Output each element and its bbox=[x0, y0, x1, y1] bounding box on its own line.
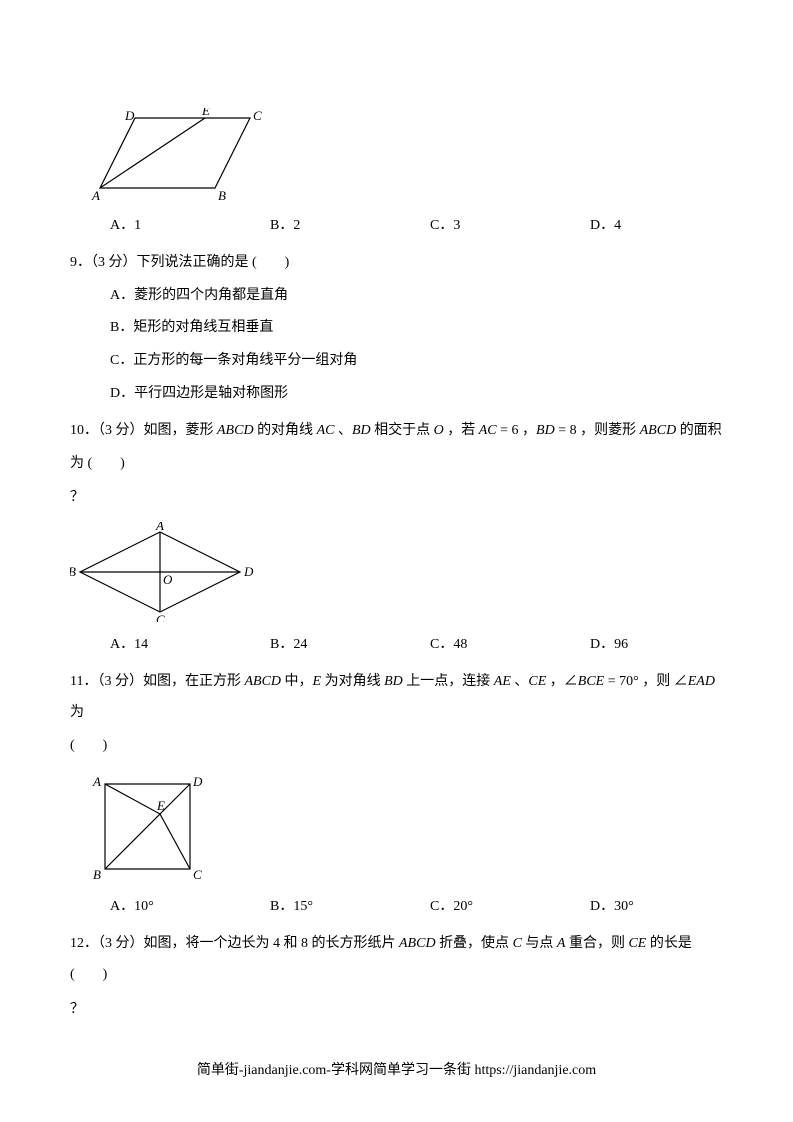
option-b: B．2 bbox=[270, 211, 430, 242]
q9-choice-c: C．正方形的每一条对角线平分一组对角 bbox=[110, 346, 723, 377]
option-a: A．10° bbox=[110, 892, 270, 923]
rhombus-diagram: A B C D O bbox=[70, 522, 255, 622]
svg-text:O: O bbox=[163, 572, 173, 587]
q8-figure: A B C D E bbox=[90, 108, 723, 203]
svg-text:A: A bbox=[91, 188, 100, 203]
option-c: C．3 bbox=[430, 211, 590, 242]
option-b: B．15° bbox=[270, 892, 430, 923]
svg-text:E: E bbox=[156, 798, 165, 813]
q10-stem: 10．（3 分）如图，菱形 ABCD 的对角线 AC 、BD 相交于点 O ，若… bbox=[70, 416, 723, 447]
q12-qmark: ？ bbox=[70, 995, 723, 1026]
svg-text:B: B bbox=[93, 867, 101, 882]
q9-choice-d: D．平行四边形是轴对称图形 bbox=[110, 379, 723, 410]
q10-qmark: ？ bbox=[70, 483, 723, 514]
q8-options: A．1 B．2 C．3 D．4 bbox=[110, 211, 723, 242]
q9-stem: 9．（3 分）下列说法正确的是 ( ) bbox=[70, 248, 723, 279]
option-a: A．14 bbox=[110, 630, 270, 661]
q9-choice-b: B．矩形的对角线互相垂直 bbox=[110, 313, 723, 344]
svg-text:B: B bbox=[218, 188, 226, 203]
option-d: D．30° bbox=[590, 892, 750, 923]
page-footer: 简单街-jiandanjie.com-学科网简单学习一条街 https://ji… bbox=[0, 1056, 793, 1087]
option-a: A．1 bbox=[110, 211, 270, 242]
svg-text:A: A bbox=[155, 522, 164, 533]
q10-options: A．14 B．24 C．48 D．96 bbox=[110, 630, 723, 661]
q9-choice-a: A．菱形的四个内角都是直角 bbox=[110, 281, 723, 312]
svg-text:B: B bbox=[70, 564, 76, 579]
svg-text:C: C bbox=[156, 612, 165, 622]
square-diagram: A B C D E bbox=[90, 769, 210, 884]
q11-options: A．10° B．15° C．20° D．30° bbox=[110, 892, 723, 923]
svg-text:A: A bbox=[92, 774, 101, 789]
q12-stem: 12．（3 分）如图，将一个边长为 4 和 8 的长方形纸片 ABCD 折叠，使… bbox=[70, 929, 723, 991]
svg-text:D: D bbox=[124, 108, 135, 123]
q10-stem-tail: 为 ( ) bbox=[70, 449, 723, 480]
svg-text:D: D bbox=[192, 774, 203, 789]
svg-text:C: C bbox=[253, 108, 262, 123]
option-c: C．20° bbox=[430, 892, 590, 923]
option-d: D．96 bbox=[590, 630, 750, 661]
q11-stem: 11．（3 分）如图，在正方形 ABCD 中，E 为对角线 BD 上一点，连接 … bbox=[70, 667, 723, 729]
parallelogram-diagram: A B C D E bbox=[90, 108, 270, 203]
option-d: D．4 bbox=[590, 211, 750, 242]
option-c: C．48 bbox=[430, 630, 590, 661]
svg-text:D: D bbox=[243, 564, 254, 579]
q11-stem-tail: ( ) bbox=[70, 731, 723, 762]
option-b: B．24 bbox=[270, 630, 430, 661]
q11-figure: A B C D E bbox=[90, 769, 723, 884]
q10-figure: A B C D O bbox=[70, 522, 723, 622]
svg-text:E: E bbox=[201, 108, 210, 118]
svg-text:C: C bbox=[193, 867, 202, 882]
